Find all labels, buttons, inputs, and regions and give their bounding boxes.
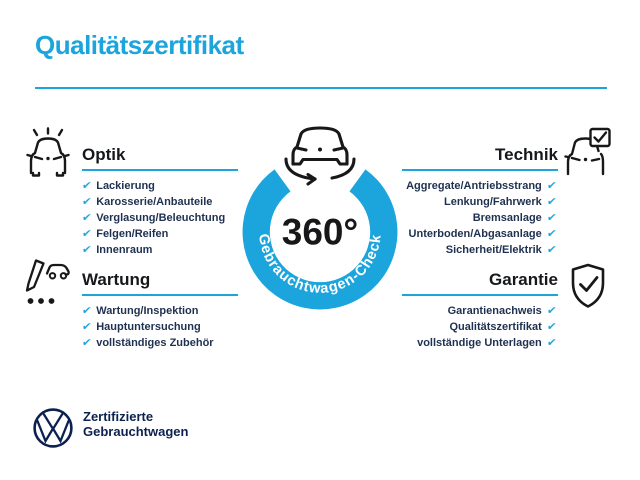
footer-line2: Gebrauchtwagen (83, 424, 189, 439)
item-label: Garantienachweis (447, 305, 542, 317)
list-item: ✔ vollständiges Zubehör (81, 335, 214, 351)
section-rule-wartung (82, 294, 238, 296)
list-item: Garantienachweis ✔ (356, 303, 557, 319)
list-item: Unterboden/Abgasanlage ✔ (356, 226, 557, 242)
item-label: Karosserie/Anbauteile (96, 196, 213, 208)
check-icon: ✔ (546, 195, 557, 208)
check-icon: ✔ (546, 179, 557, 192)
item-label: Lackierung (96, 180, 155, 192)
list-item: Bremsanlage ✔ (356, 210, 557, 226)
check-icon: ✔ (81, 320, 93, 333)
section-header-garantie: Garantie (489, 270, 558, 290)
list-item: ✔ Wartung/Inspektion (81, 303, 214, 319)
section-label: Optik (82, 145, 126, 164)
list-item: ✔ Karosserie/Anbauteile (81, 194, 225, 210)
technik-item-list: Aggregate/Antriebsstrang ✔ Lenkung/Fahrwe… (356, 178, 557, 258)
list-item: ✔ Verglasung/Beleuchtung (81, 210, 226, 226)
item-label: Aggregate/Antriebsstrang (406, 180, 542, 192)
wartung-item-list: ✔ Wartung/Inspektion ✔ Hauptuntersuchung ✔… (81, 303, 214, 351)
page-title: Qualitätszertifikat (35, 30, 244, 60)
check-icon: ✔ (546, 211, 557, 224)
check-icon: ✔ (546, 243, 557, 256)
section-header-optik: Optik (82, 145, 125, 165)
footer-line1: Zertifizierte (83, 409, 154, 424)
section-rule-garantie (402, 294, 558, 296)
item-label: Lenkung/Fahrwerk (443, 196, 542, 208)
section-rule-technik (402, 169, 558, 171)
section-header-wartung: Wartung (82, 270, 150, 290)
optik-item-list: ✔ Lackierung ✔ Karosserie/Anbauteile ✔ Verg… (81, 178, 226, 258)
title-rule (35, 87, 607, 89)
center-degree-label: 360° (282, 211, 358, 252)
item-label: vollständige Unterlagen (417, 337, 542, 349)
check-icon: ✔ (81, 227, 93, 240)
item-label: Bremsanlage (472, 212, 542, 224)
item-label: Verglasung/Beleuchtung (96, 212, 226, 224)
check-icon: ✔ (81, 211, 93, 224)
list-item: ✔ Lackierung (81, 178, 225, 194)
check-icon: ✔ (81, 179, 93, 192)
item-label: Felgen/Reifen (96, 228, 169, 240)
item-label: vollständiges Zubehör (96, 337, 214, 349)
section-label: Garantie (489, 270, 558, 289)
item-label: Qualitätszertifikat (449, 321, 542, 333)
footer-brand-text: Zertifizierte Gebrauchtwagen (83, 409, 188, 439)
360-check-ring: Gebrauchtwagen-Check 360° (242, 169, 398, 310)
check-icon: ✔ (546, 304, 557, 317)
check-icon: ✔ (546, 336, 557, 349)
shield-check-icon (566, 262, 610, 310)
section-label: Wartung (82, 270, 151, 289)
check-icon: ✔ (81, 195, 93, 208)
section-header-technik: Technik (495, 145, 558, 165)
list-item: ✔ Innenraum (81, 242, 225, 258)
garantie-item-list: Garantienachweis ✔ Qualitätszertifikat ✔ v… (356, 303, 557, 351)
list-item: Sicherheit/Elektrik ✔ (356, 242, 557, 258)
list-item: ✔ Hauptuntersuchung (81, 319, 214, 335)
service-checklist-icon (24, 258, 72, 306)
list-item: Qualitätszertifikat ✔ (356, 319, 556, 335)
car-rotate-icon (273, 124, 367, 195)
item-label: Hauptuntersuchung (96, 321, 201, 333)
list-item: Lenkung/Fahrwerk ✔ (356, 194, 557, 210)
item-label: Sicherheit/Elektrik (445, 244, 542, 256)
list-item: Aggregate/Antriebsstrang ✔ (356, 178, 557, 194)
list-item: ✔ Felgen/Reifen (81, 226, 225, 242)
car-checkbox-icon (564, 127, 612, 177)
check-icon: ✔ (546, 320, 557, 333)
vw-logo (33, 408, 73, 453)
item-label: Innenraum (96, 244, 153, 256)
check-icon: ✔ (546, 227, 557, 240)
check-icon: ✔ (81, 304, 93, 317)
car-shine-icon (24, 127, 72, 177)
check-icon: ✔ (81, 336, 93, 349)
list-item: vollständige Unterlagen ✔ (356, 335, 557, 351)
section-rule-optik (82, 169, 238, 171)
check-icon: ✔ (81, 243, 93, 256)
section-label: Technik (495, 145, 558, 164)
item-label: Wartung/Inspektion (96, 305, 199, 317)
item-label: Unterboden/Abgasanlage (408, 228, 542, 240)
